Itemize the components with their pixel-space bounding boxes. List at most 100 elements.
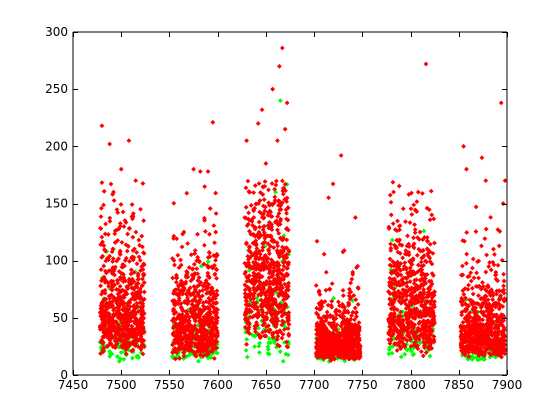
red-point (348, 336, 354, 341)
red-point (253, 329, 258, 335)
red-point (112, 272, 117, 278)
red-point (419, 312, 425, 317)
red-point (114, 341, 120, 347)
red-point (395, 249, 401, 255)
red-point (118, 332, 124, 338)
red-point (257, 209, 263, 215)
red-point (356, 348, 362, 354)
red-point (269, 201, 275, 207)
red-point (430, 273, 436, 278)
red-point (105, 326, 111, 332)
red-point (250, 222, 256, 228)
red-point (275, 249, 281, 254)
red-point (137, 286, 143, 292)
red-point (394, 237, 400, 243)
red-point (183, 336, 188, 342)
red-point (125, 286, 131, 292)
red-point (411, 334, 417, 340)
red-point (412, 230, 418, 236)
red-point (252, 226, 258, 232)
red-point (184, 190, 190, 196)
red-point (314, 238, 320, 244)
red-point (493, 337, 499, 343)
red-point (494, 326, 500, 331)
red-point (100, 349, 106, 355)
red-point (279, 335, 285, 341)
red-point (479, 243, 484, 249)
red-point (189, 339, 195, 345)
red-point (324, 345, 329, 351)
red-point (140, 326, 146, 331)
red-point (193, 341, 199, 347)
red-point (285, 217, 291, 223)
red-point (249, 218, 255, 224)
red-point (181, 229, 187, 235)
red-point (425, 318, 431, 324)
red-point (267, 202, 272, 208)
red-point (399, 329, 405, 335)
red-point (195, 254, 201, 260)
red-point (471, 307, 477, 313)
green-point (479, 355, 485, 361)
red-point (314, 328, 320, 333)
red-point (313, 283, 319, 288)
red-point (390, 221, 396, 227)
red-point (246, 278, 252, 284)
red-point (104, 256, 110, 261)
red-point (253, 238, 259, 244)
red-point (411, 245, 417, 251)
red-point (388, 245, 394, 251)
red-point (182, 314, 188, 320)
red-point (403, 219, 408, 225)
red-point (313, 344, 319, 350)
y-tick-label: 100 (45, 254, 68, 268)
red-point (138, 304, 144, 310)
red-point (286, 247, 291, 253)
red-point (424, 259, 429, 265)
red-point (213, 190, 219, 196)
red-point (314, 320, 320, 326)
red-point (101, 345, 106, 351)
red-point (117, 274, 123, 280)
red-point (414, 209, 420, 215)
red-point (418, 349, 424, 355)
red-point (490, 259, 496, 265)
red-point (276, 266, 282, 272)
red-point (495, 227, 501, 232)
red-point (415, 346, 421, 352)
green-point (170, 354, 176, 359)
red-point (341, 336, 347, 342)
red-point (460, 346, 465, 352)
red-point (491, 246, 496, 252)
red-point (197, 352, 203, 358)
red-point (422, 235, 427, 240)
red-point (492, 272, 498, 278)
red-point (262, 208, 268, 214)
green-point (421, 228, 427, 234)
green-point (389, 344, 395, 350)
red-point (285, 227, 291, 233)
red-point (140, 276, 145, 282)
red-point (423, 61, 429, 67)
red-point (209, 349, 215, 354)
green-point (262, 326, 267, 332)
red-point (260, 227, 266, 233)
red-point (324, 335, 330, 340)
red-point (245, 257, 251, 262)
red-point (133, 229, 139, 235)
red-point (120, 209, 126, 215)
red-point (284, 255, 290, 261)
red-point (174, 236, 180, 242)
red-point (429, 322, 435, 328)
red-point (187, 285, 193, 291)
red-point (265, 223, 271, 228)
red-point (275, 333, 281, 339)
red-point (277, 221, 283, 227)
red-point (286, 280, 291, 286)
red-point (138, 268, 144, 273)
red-point (407, 279, 413, 284)
red-point (464, 323, 470, 329)
red-point (213, 211, 219, 216)
red-point (417, 319, 423, 325)
red-point (473, 305, 479, 311)
